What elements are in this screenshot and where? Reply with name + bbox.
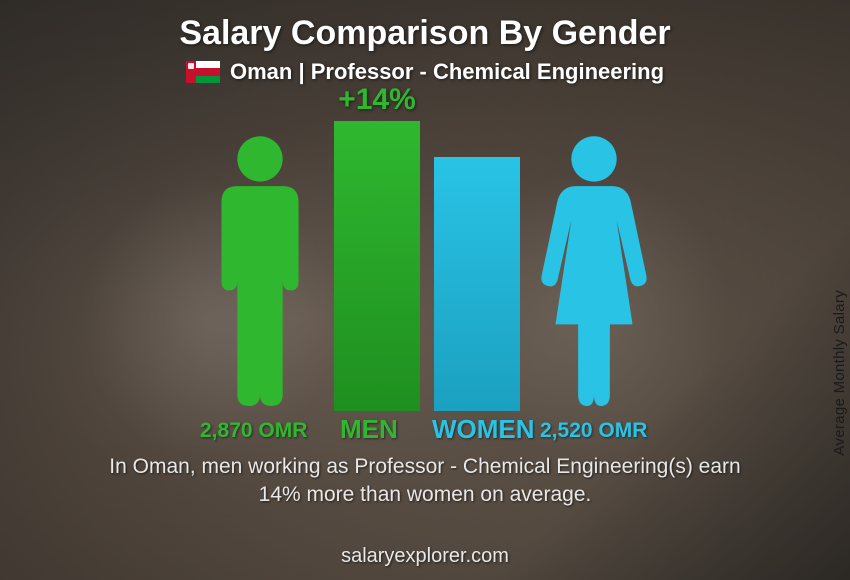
women-bar	[434, 157, 520, 411]
male-figure-icon	[202, 134, 318, 411]
role-label: Professor - Chemical Engineering	[311, 59, 664, 84]
men-label: MEN	[340, 414, 398, 445]
female-figure-icon	[536, 134, 652, 411]
subtitle-row: Oman | Professor - Chemical Engineering	[0, 59, 850, 85]
men-salary-value: 2,870 OMR	[200, 419, 307, 443]
caption-line-2: 14% more than women on average.	[259, 483, 592, 506]
subtitle-text: Oman | Professor - Chemical Engineering	[230, 59, 664, 85]
footer-link[interactable]: salaryexplorer.com	[0, 545, 850, 568]
page-title: Salary Comparison By Gender	[0, 0, 850, 53]
caption-text: In Oman, men working as Professor - Chem…	[0, 453, 850, 510]
caption-line-1: In Oman, men working as Professor - Chem…	[109, 455, 740, 478]
country-label: Oman	[230, 59, 292, 84]
women-salary-value: 2,520 OMR	[540, 419, 647, 443]
difference-label: +14%	[338, 83, 416, 117]
y-axis-label: Average Monthly Salary	[832, 290, 849, 456]
separator: |	[292, 59, 310, 84]
oman-flag-icon	[186, 61, 220, 83]
chart-area: +14% MEN WOMEN 2,870 OMR 2,520 OMR	[0, 93, 850, 453]
men-bar	[334, 121, 420, 411]
women-label: WOMEN	[432, 414, 535, 445]
